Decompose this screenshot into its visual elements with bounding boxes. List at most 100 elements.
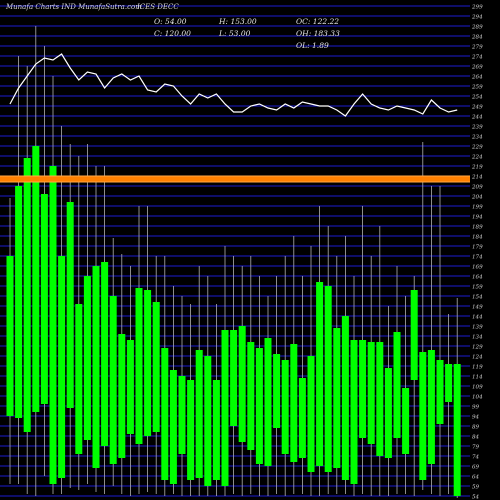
y-tick-label: 139 (472, 324, 483, 330)
candle-bodies (6, 146, 461, 496)
y-tick-label: 59 (472, 484, 480, 490)
candle-body (221, 330, 229, 486)
candle-body (40, 194, 48, 404)
candle-body (187, 380, 195, 480)
y-tick-label: 249 (471, 104, 483, 110)
watermark-text: Munafa Charts IND MunafaSutra.com (6, 3, 142, 11)
candle-body (238, 326, 246, 442)
candle-body (152, 302, 160, 432)
candle-body (101, 262, 109, 446)
candle-body (6, 256, 14, 416)
y-axis: 299 294 289 284 279 274 269 264 259 254 249 244 239 2… (471, 4, 483, 500)
stat-oc: OC: 122.22 (296, 17, 340, 26)
y-tick-label: 219 (471, 164, 483, 170)
candle-body (15, 186, 23, 418)
candle-body (144, 290, 152, 436)
candle-body (204, 356, 212, 486)
candle-body (66, 202, 74, 408)
candle-body (359, 340, 367, 438)
candle-body (32, 146, 40, 412)
stat-oh: OH: 183.33 (296, 29, 340, 38)
candle-body (273, 354, 281, 428)
candle-body (49, 166, 57, 484)
y-tick-label: 69 (472, 464, 480, 470)
y-tick-label: 144 (472, 314, 483, 320)
candle-body (376, 342, 384, 456)
y-tick-label: 264 (471, 74, 483, 80)
stat-high: H: 153.00 (219, 17, 257, 26)
orange-band (0, 175, 470, 183)
y-tick-label: 189 (472, 224, 483, 230)
candle-body (281, 360, 289, 454)
candle-body (92, 266, 100, 468)
candle-body (75, 304, 83, 454)
candle-body (118, 334, 126, 458)
y-tick-label: 279 (471, 44, 483, 50)
y-tick-label: 204 (471, 194, 483, 200)
candle-body (83, 276, 91, 440)
candle-body (290, 344, 298, 462)
candle-body (350, 340, 358, 484)
y-tick-label: 119 (472, 364, 483, 370)
stat-low: L: 53.00 (219, 29, 251, 38)
y-tick-label: 284 (471, 34, 483, 40)
candle-body (367, 342, 375, 444)
candle-body (135, 288, 143, 444)
candle-body (384, 368, 392, 458)
y-tick-label: 124 (472, 354, 483, 360)
candle-body (58, 256, 66, 478)
y-tick-label: 229 (471, 144, 483, 150)
symbol-label: ICES DECC (137, 3, 179, 11)
y-tick-label: 234 (471, 134, 483, 140)
y-tick-label: 74 (472, 454, 480, 460)
candle-body (212, 380, 220, 480)
y-tick-label: 84 (472, 434, 480, 440)
stat-ol: OL: 1.89 (296, 41, 329, 50)
candle-body (247, 342, 255, 450)
y-tick-label: 89 (472, 424, 480, 430)
y-tick-label: 159 (472, 284, 483, 290)
candle-body (436, 360, 444, 424)
candle-body (453, 364, 461, 496)
y-tick-label: 169 (472, 264, 483, 270)
candle-body (161, 348, 169, 480)
y-tick-label: 114 (472, 374, 483, 380)
candle-body (410, 290, 418, 380)
y-tick-label: 194 (472, 214, 483, 220)
y-tick-label: 94 (472, 414, 480, 420)
candle-body (255, 348, 263, 464)
y-tick-label: 109 (472, 384, 483, 390)
y-tick-label: 104 (472, 394, 483, 400)
y-tick-label: 294 (471, 14, 483, 20)
y-tick-label: 214 (471, 174, 483, 180)
y-tick-label: 299 (471, 4, 483, 10)
y-tick-label: 149 (472, 304, 483, 310)
y-tick-label: 184 (472, 234, 483, 240)
y-tick-label: 199 (472, 204, 483, 210)
y-tick-label: 254 (471, 94, 483, 100)
candle-body (419, 352, 427, 480)
y-tick-label: 174 (472, 254, 483, 260)
candle-body (195, 350, 203, 478)
y-tick-label: 64 (472, 474, 480, 480)
y-tick-label: 239 (471, 124, 483, 130)
y-tick-label: 289 (471, 24, 483, 30)
stat-close: C: 120.00 (154, 29, 191, 38)
candle-body (307, 356, 315, 472)
candle-body (402, 388, 410, 454)
candle-body (126, 340, 134, 434)
y-tick-label: 134 (472, 334, 483, 340)
y-tick-label: 244 (471, 114, 483, 120)
candle-body (109, 296, 117, 464)
candle-body (264, 338, 272, 466)
candle-body (333, 328, 341, 468)
candle-body (298, 378, 306, 458)
y-tick-label: 259 (471, 84, 483, 90)
candle-body (427, 350, 435, 464)
y-tick-label: 164 (472, 274, 483, 280)
candle-body (393, 332, 401, 438)
candle-body (178, 376, 186, 454)
stat-open: O: 54.00 (154, 17, 187, 26)
y-tick-label: 269 (471, 64, 483, 70)
